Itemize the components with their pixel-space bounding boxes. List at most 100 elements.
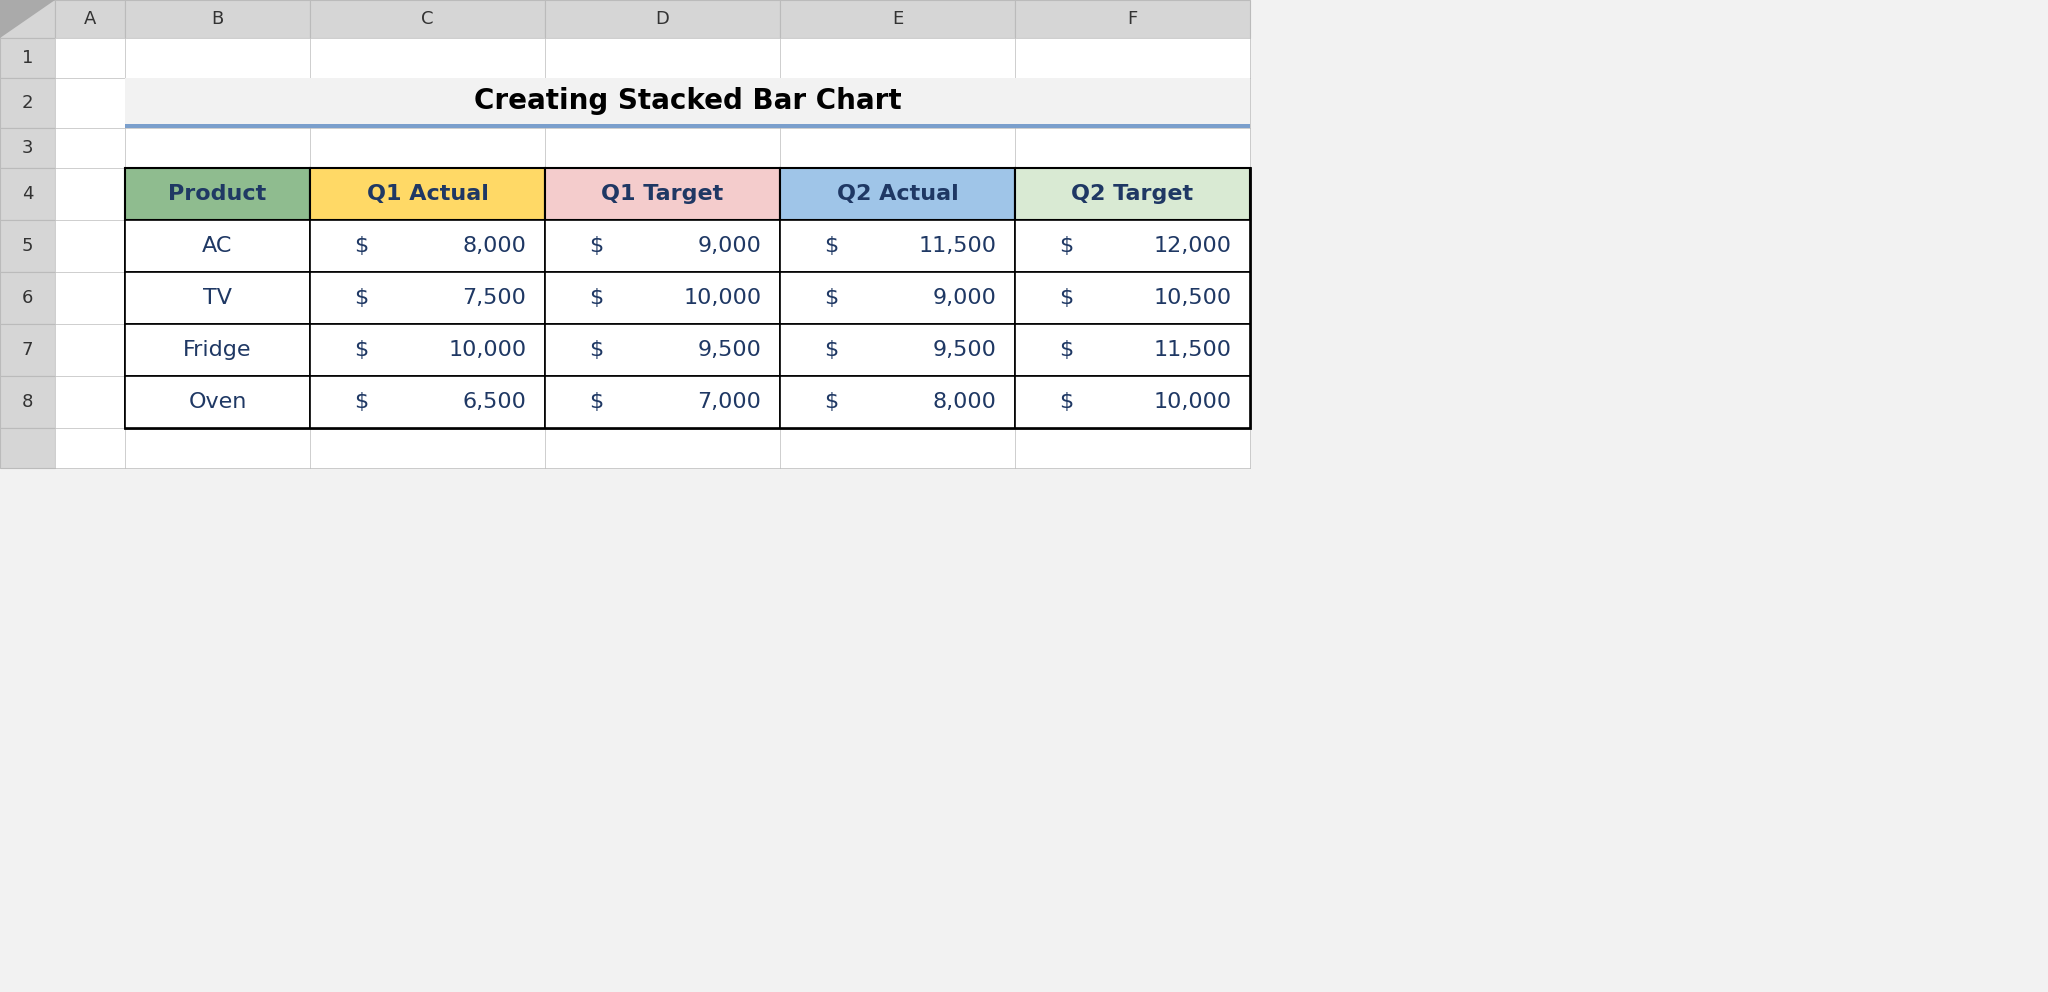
Text: 3: 3 [23,139,33,157]
Text: $: $ [354,288,369,308]
Bar [780,0,1016,38]
Text: 4: 4 [23,185,33,203]
Text: 11,500: 11,500 [1153,340,1231,360]
Bar [545,324,780,376]
Text: $: $ [825,392,840,412]
Text: 7,000: 7,000 [696,392,762,412]
Text: 7,500: 7,500 [463,288,526,308]
Polygon shape [0,0,55,38]
Bar [1016,0,1249,38]
Text: $: $ [354,340,369,360]
Bar [780,272,1016,324]
Text: 10,000: 10,000 [684,288,762,308]
Bar [125,168,1249,428]
Text: F: F [1126,10,1137,28]
Bar [545,168,780,220]
Bar [1016,220,1249,272]
Text: $: $ [590,392,604,412]
Text: $: $ [1059,340,1073,360]
Bar [780,376,1016,428]
Text: Fridge: Fridge [182,340,252,360]
Text: AC: AC [203,236,233,256]
Bar [0,428,55,468]
Bar [55,38,1249,468]
Text: $: $ [1059,288,1073,308]
Bar [0,38,55,78]
Text: 6: 6 [23,289,33,307]
Text: Q2 Actual: Q2 Actual [838,184,958,204]
Text: $: $ [590,340,604,360]
Text: $: $ [354,392,369,412]
Text: E: E [891,10,903,28]
Text: 5: 5 [23,237,33,255]
Bar [1016,272,1249,324]
Bar [125,220,309,272]
Bar [0,376,55,428]
Bar [55,0,125,38]
Text: 11,500: 11,500 [918,236,995,256]
Text: Product: Product [168,184,266,204]
Bar [545,220,780,272]
Bar [545,376,780,428]
Text: $: $ [590,288,604,308]
Text: 12,000: 12,000 [1153,236,1231,256]
Bar [125,78,1249,128]
Text: $: $ [825,236,840,256]
Bar [1016,168,1249,220]
Text: Q1 Actual: Q1 Actual [367,184,487,204]
Text: A: A [84,10,96,28]
Bar [780,168,1016,220]
Text: $: $ [590,236,604,256]
Bar [125,124,1249,128]
Text: 10,500: 10,500 [1153,288,1231,308]
Bar [545,272,780,324]
Text: $: $ [354,236,369,256]
Bar [1016,324,1249,376]
Bar [125,0,309,38]
Text: Creating Stacked Bar Chart: Creating Stacked Bar Chart [473,87,901,115]
Text: $: $ [1059,236,1073,256]
Text: Oven: Oven [188,392,246,412]
Text: B: B [211,10,223,28]
Bar [125,376,309,428]
Bar [1016,376,1249,428]
Bar [0,272,55,324]
Bar [545,0,780,38]
Bar [0,0,55,38]
Bar [309,0,545,38]
Bar [309,376,545,428]
Text: Q1 Target: Q1 Target [602,184,723,204]
Text: C: C [422,10,434,28]
Bar [125,272,309,324]
Text: 10,000: 10,000 [449,340,526,360]
Bar [309,168,545,220]
Bar [0,128,55,168]
Bar [0,168,55,220]
Text: D: D [655,10,670,28]
Bar [309,272,545,324]
Bar [309,220,545,272]
Bar [0,324,55,376]
Text: Q2 Target: Q2 Target [1071,184,1194,204]
Bar [780,220,1016,272]
Text: 2: 2 [23,94,33,112]
Text: 8,000: 8,000 [932,392,995,412]
Text: $: $ [825,288,840,308]
Bar [780,324,1016,376]
Bar [125,168,309,220]
Text: TV: TV [203,288,231,308]
Text: $: $ [825,340,840,360]
Bar [0,78,55,128]
Text: 6,500: 6,500 [463,392,526,412]
Text: 9,000: 9,000 [932,288,995,308]
Bar [125,324,309,376]
Text: 9,500: 9,500 [932,340,995,360]
Bar [309,324,545,376]
Text: 10,000: 10,000 [1153,392,1231,412]
Text: 8,000: 8,000 [463,236,526,256]
Bar [0,220,55,272]
Text: 7: 7 [23,341,33,359]
Text: 8: 8 [23,393,33,411]
Text: $: $ [1059,392,1073,412]
Text: 1: 1 [23,49,33,67]
